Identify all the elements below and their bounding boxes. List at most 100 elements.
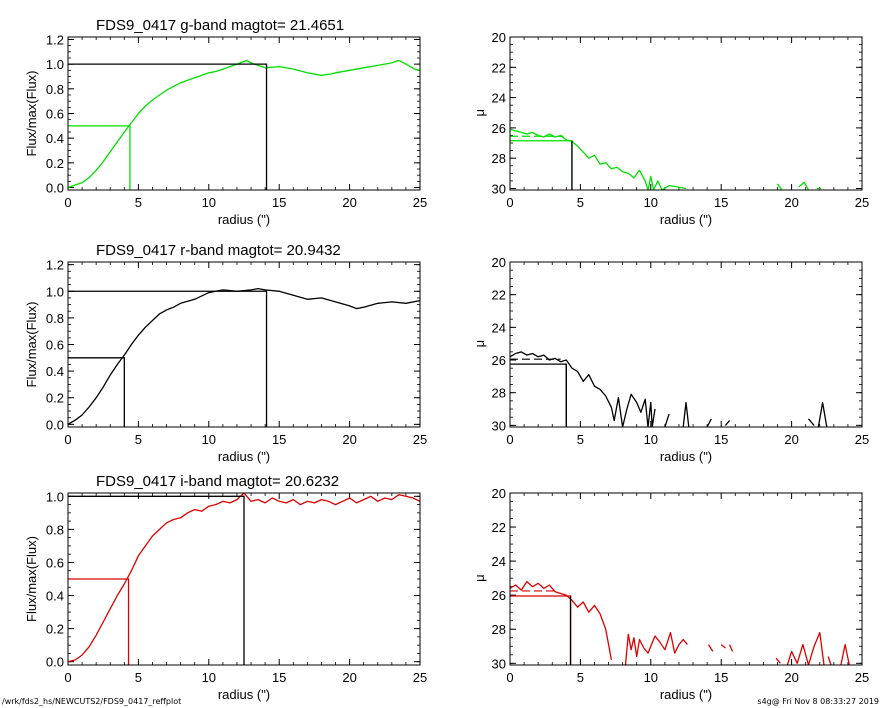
data-line-segment: [798, 181, 810, 190]
x-tick-label: 5: [135, 670, 142, 685]
y-tick-label: 1.0: [46, 489, 64, 504]
x-tick-label: 0: [64, 670, 71, 685]
y-tick-label: 0.0: [46, 417, 64, 432]
y-tick-label: 1.0: [46, 57, 64, 72]
x-axis-label: radius ("): [218, 687, 270, 702]
x-axis-label: radius ("): [660, 212, 712, 227]
data-line-segment: [840, 643, 850, 665]
data-line-segment: [786, 631, 825, 665]
plot-frame: [509, 261, 863, 428]
y-tick-label: 0.4: [46, 589, 64, 604]
x-tick-label: 15: [272, 432, 286, 447]
y-tick-label: 0.2: [46, 391, 64, 406]
chart-panel-4: 0 5 10 15 20 25 20 22 24 26 28 30 radius (") μ: [472, 255, 869, 464]
x-tick-label: 10: [644, 432, 658, 447]
x-axis-label: radius ("): [218, 449, 270, 464]
x-tick-label: 5: [135, 432, 142, 447]
data-line-segment: [682, 401, 690, 427]
x-tick-label: 5: [577, 195, 584, 210]
data-line-segment: [776, 183, 783, 190]
x-tick-label: 0: [64, 195, 71, 210]
data-line-segment: [706, 418, 712, 427]
x-tick-label: 0: [506, 195, 513, 210]
y-tick-label: 30: [492, 418, 506, 433]
reff-marker: [510, 363, 567, 427]
data-line-segment: [68, 59, 420, 189]
reff-marker: [510, 140, 573, 190]
x-tick-label: 5: [577, 432, 584, 447]
data-line-segment: [724, 420, 731, 426]
x-tick-label: 10: [202, 195, 216, 210]
x-tick-label: 5: [577, 670, 584, 685]
chart-title: FDS9_0417 g-band magtot= 21.4651: [96, 17, 344, 34]
y-tick-label: 26: [492, 121, 506, 136]
series-group: [68, 287, 420, 425]
y-tick-label: 22: [492, 520, 506, 535]
x-tick-label: 15: [272, 670, 286, 685]
file-path-footer: /wrk/fds2_hs/NEWCUTS2/FDS9_0417_reffplot: [2, 697, 182, 706]
y-tick-label: 20: [492, 486, 506, 501]
y-axis-label: μ: [472, 109, 487, 117]
x-tick-label: 0: [506, 432, 513, 447]
x-tick-label: 0: [64, 432, 71, 447]
plot-frame: [67, 492, 421, 666]
reff-marker: [510, 595, 572, 665]
y-tick-label: 24: [492, 554, 506, 569]
x-tick-label: 25: [855, 195, 869, 210]
series-group: [510, 128, 822, 190]
y-tick-label: 0.0: [46, 181, 64, 196]
y-tick-label: 24: [492, 91, 506, 106]
half-light-marker: [68, 578, 130, 665]
data-line-segment: [510, 580, 613, 661]
data-line-segment: [817, 401, 828, 427]
y-tick-label: 22: [492, 288, 506, 303]
y-tick-label: 20: [492, 30, 506, 45]
x-tick-label: 15: [714, 195, 728, 210]
x-tick-label: 10: [644, 195, 658, 210]
y-axis-label: μ: [472, 574, 487, 582]
y-tick-label: 0.4: [46, 131, 64, 146]
half-light-marker: [68, 357, 125, 427]
plot-frame: [509, 36, 863, 191]
data-line-segment: [707, 644, 714, 652]
data-line-segment: [624, 631, 688, 665]
data-line-segment: [775, 657, 781, 664]
plot-frame: [67, 261, 421, 428]
x-tick-label: 20: [342, 670, 356, 685]
y-tick-label: 30: [492, 181, 506, 196]
y-tick-label: 0.8: [46, 82, 64, 97]
y-tick-label: 1.2: [46, 32, 64, 47]
half-light-marker: [68, 125, 131, 190]
x-tick-label: 25: [413, 432, 427, 447]
data-line-segment: [68, 287, 420, 425]
x-axis-label: radius ("): [660, 449, 712, 464]
x-tick-label: 20: [784, 432, 798, 447]
data-line-segment: [729, 644, 734, 652]
data-line-segment: [510, 351, 656, 427]
x-tick-label: 5: [135, 195, 142, 210]
y-tick-label: 28: [492, 622, 506, 637]
y-axis-label: Flux/max(Flux): [24, 302, 39, 388]
y-tick-label: 0.4: [46, 364, 64, 379]
total-light-marker: [68, 290, 268, 427]
series-group: [510, 351, 828, 427]
series-group: [510, 580, 850, 665]
y-tick-label: 0.6: [46, 107, 64, 122]
plot-frame: [509, 492, 863, 666]
y-tick-label: 1.2: [46, 258, 64, 273]
y-tick-label: 26: [492, 588, 506, 603]
x-axis-label: radius ("): [660, 687, 712, 702]
y-tick-label: 0.8: [46, 522, 64, 537]
chart-panel-1: FDS9_0417 g-band magtot= 21.4651 0 5 10 15 20…: [24, 17, 427, 227]
x-tick-label: 20: [342, 432, 356, 447]
x-tick-label: 0: [506, 670, 513, 685]
y-tick-label: 1.0: [46, 284, 64, 299]
x-tick-label: 10: [644, 670, 658, 685]
plot-frame: [67, 36, 421, 191]
y-tick-label: 0.0: [46, 655, 64, 670]
x-tick-label: 20: [342, 195, 356, 210]
y-tick-label: 26: [492, 353, 506, 368]
y-tick-label: 0.2: [46, 156, 64, 171]
x-tick-label: 25: [855, 670, 869, 685]
